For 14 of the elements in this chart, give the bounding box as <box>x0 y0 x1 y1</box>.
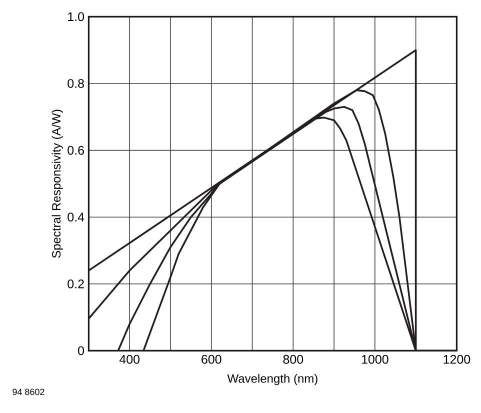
x-tick-label: 1000 <box>362 354 388 364</box>
y-tick-label: 0.6 <box>68 146 84 155</box>
x-tick-label: 800 <box>283 354 304 364</box>
y-tick-label: 0.8 <box>68 79 84 88</box>
x-tick-label: 600 <box>202 354 222 364</box>
x-tick-label: 1200 <box>444 354 470 364</box>
y-tick-label: 0 <box>78 346 84 356</box>
x-axis-title: Wavelength (nm) <box>227 374 318 386</box>
x-tick-label: 400 <box>119 354 140 364</box>
y-axis-title: Spectral Responsivity (A/W) <box>52 110 63 258</box>
y-tick-label: 1.0 <box>68 12 84 22</box>
y-tick-label: 0.2 <box>68 279 84 288</box>
y-tick-label: 0.4 <box>68 212 84 222</box>
text: 94 8602 <box>12 388 44 396</box>
